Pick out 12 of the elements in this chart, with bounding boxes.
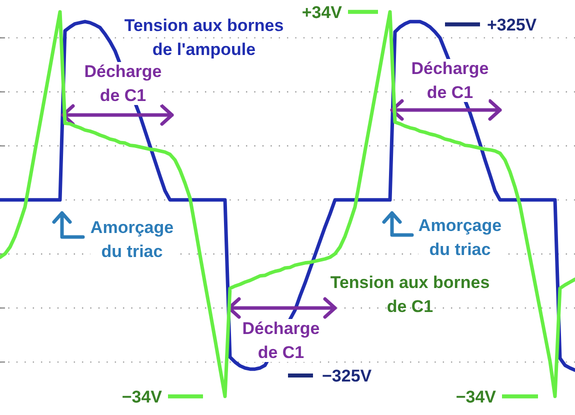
ref-line-label: −34V	[456, 387, 497, 406]
annotation: Décharge de C1	[411, 59, 489, 102]
annotation: Amorçage du triac	[418, 216, 502, 259]
annotation: Amorçage du triac	[90, 218, 174, 261]
ref-line-label: +34V	[302, 2, 343, 22]
ref-line-label: −34V	[122, 387, 163, 406]
series-label: Tension aux bornes de l'ampoule	[124, 16, 284, 59]
series-label: Tension aux bornes de C1	[330, 273, 490, 316]
ref-line-label: −325V	[322, 366, 372, 386]
annotation: Décharge de C1	[84, 62, 162, 105]
ref-line-label: +325V	[487, 15, 538, 34]
annotation: Décharge de C1	[242, 319, 320, 362]
